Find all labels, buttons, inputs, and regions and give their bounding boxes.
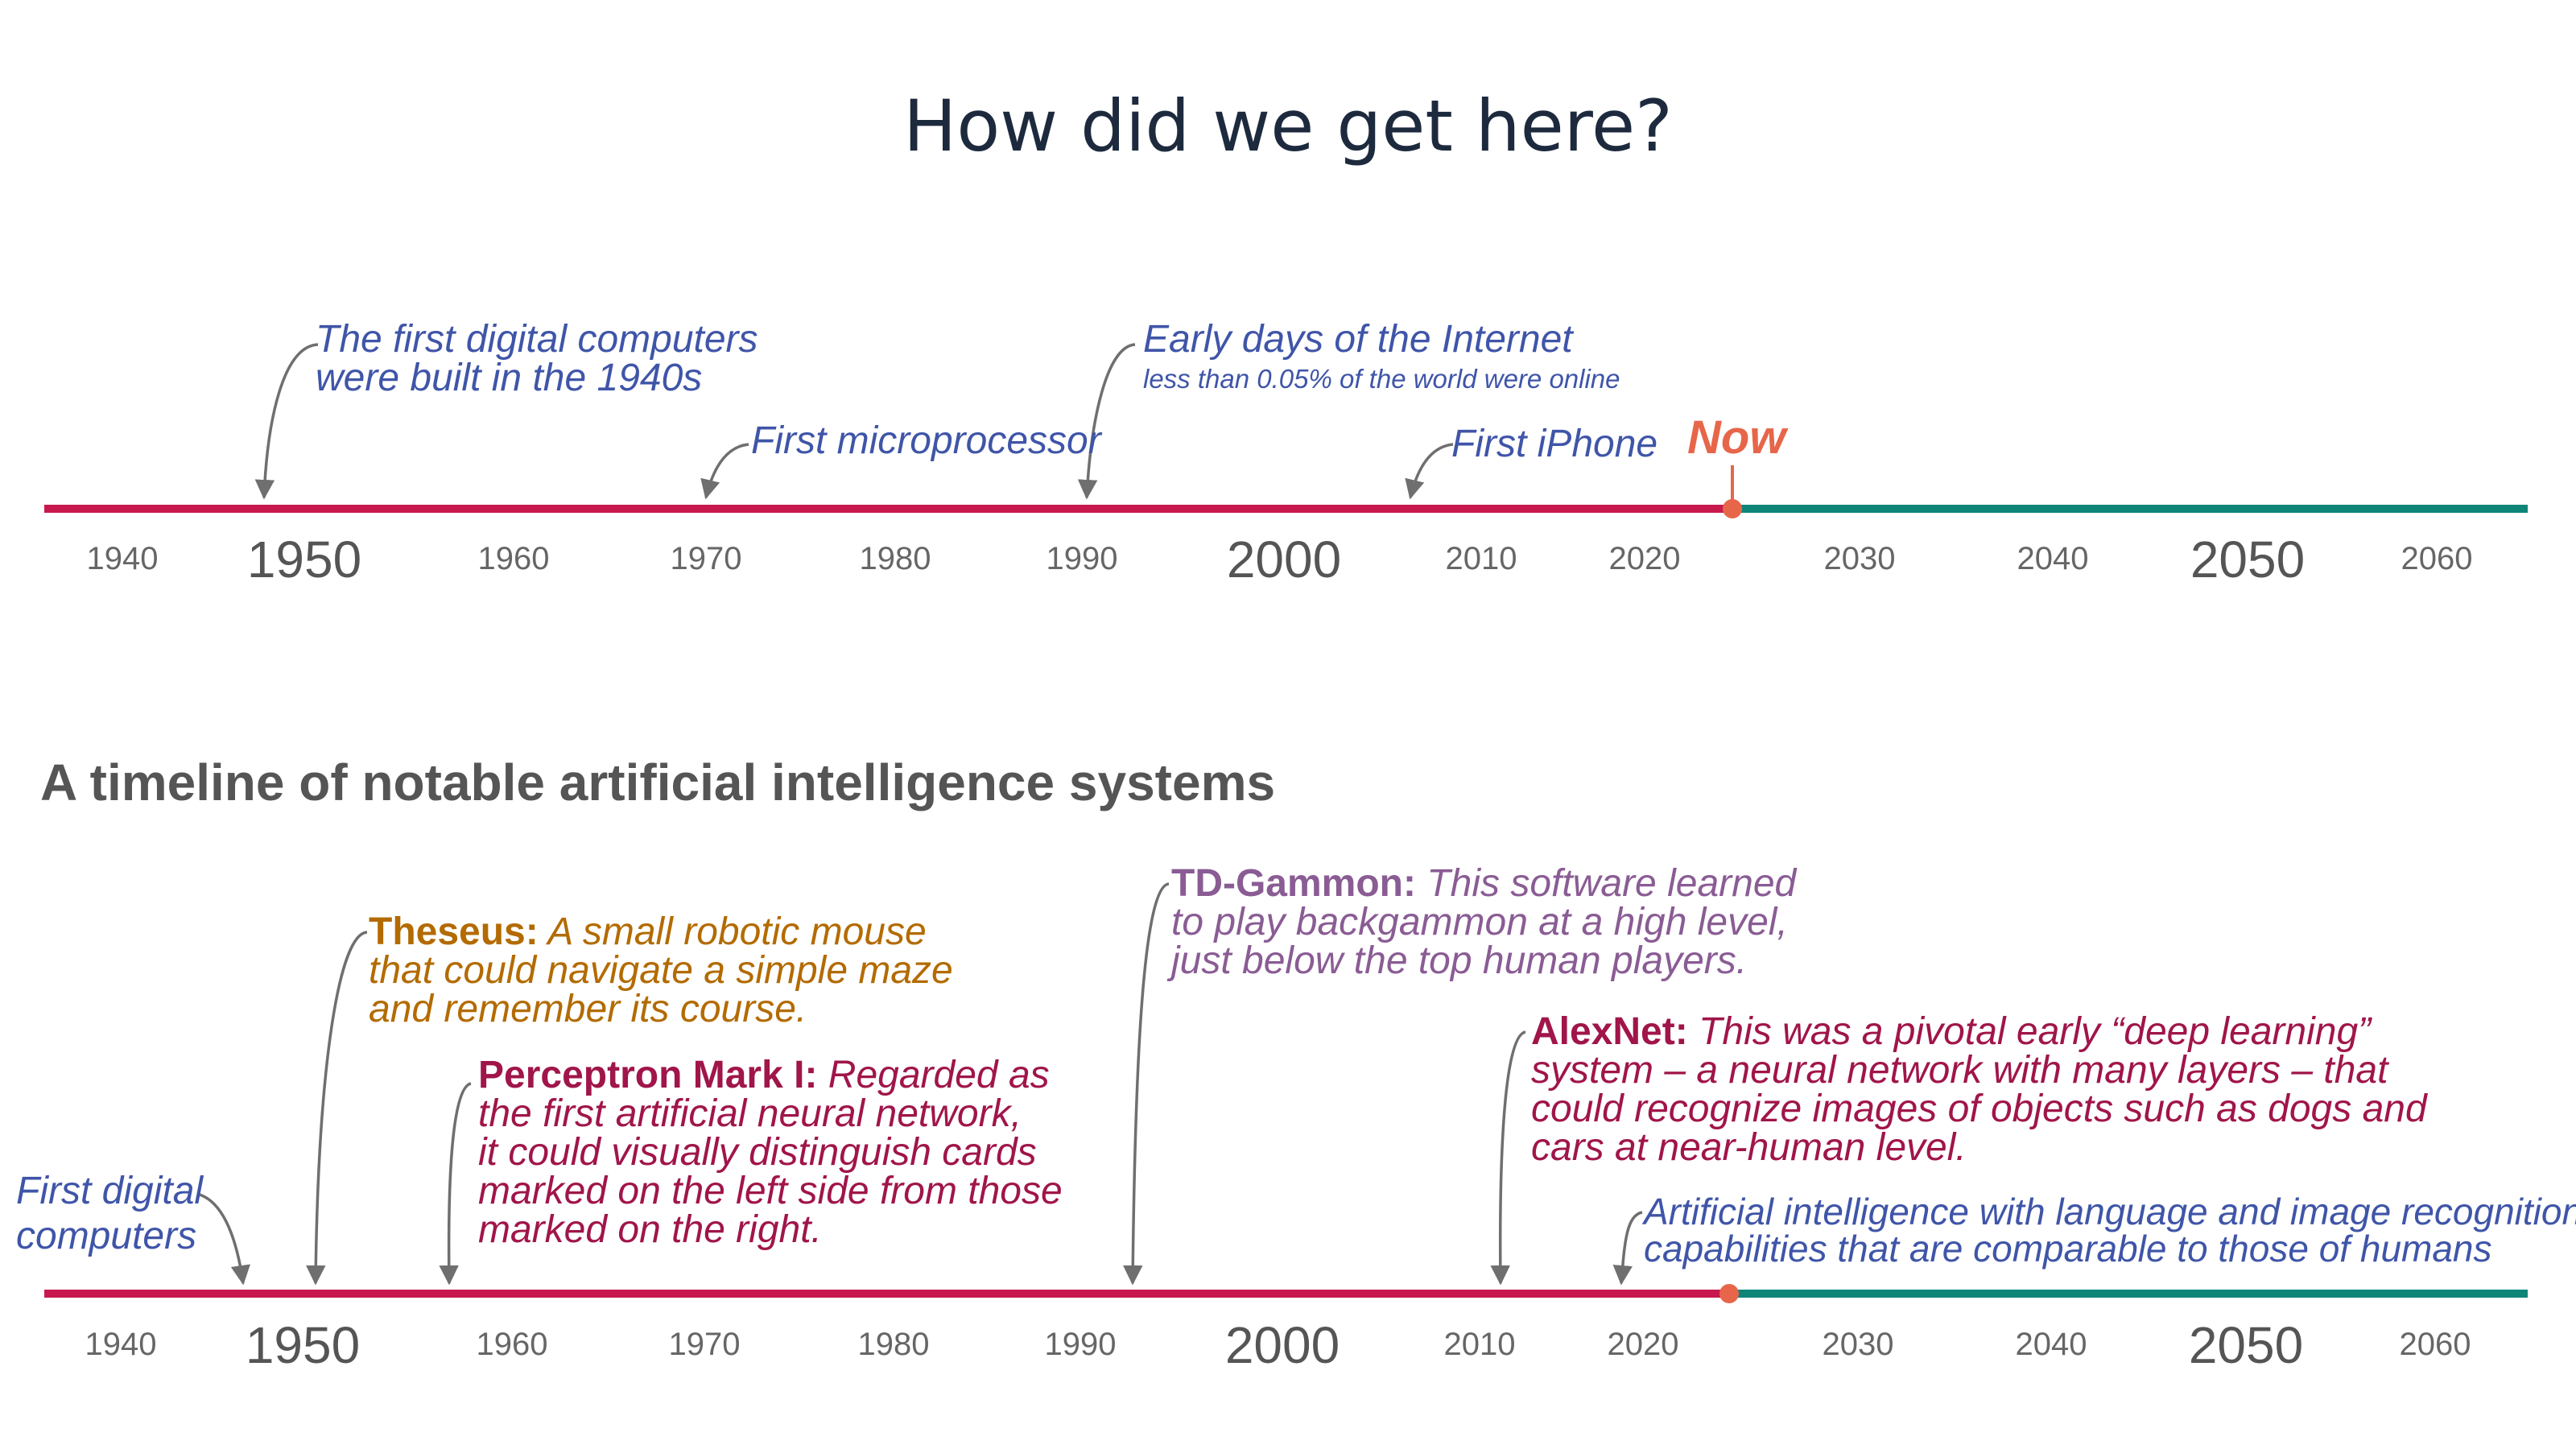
annotation-first-digital-computers-2: First digital computers — [16, 1172, 203, 1256]
tick-label: 2030 — [1822, 1327, 1894, 1362]
arrow-tdgammon — [1122, 882, 1170, 1286]
annotation-line: Artificial intelligence with language an… — [1644, 1191, 2576, 1232]
annotation-line: it could visually distinguish cards — [478, 1131, 1037, 1174]
annotation-line: the first artificial neural network, — [478, 1092, 1022, 1135]
annotation-line: TD-Gammon: This software learned — [1171, 865, 1796, 903]
tick-label: 1940 — [86, 541, 159, 576]
tick-label: 2060 — [2401, 541, 2473, 576]
tick-label: 2020 — [1607, 1327, 1679, 1362]
tick-label: 2010 — [1445, 541, 1517, 576]
annotation-line: could recognize images of objects such a… — [1531, 1088, 2427, 1130]
tick-label-major: 2050 — [2190, 530, 2306, 588]
tick-label: 1980 — [859, 541, 931, 576]
tick-label: 1970 — [668, 1327, 741, 1362]
tick-label: 1990 — [1046, 541, 1118, 576]
annotation-subline: less than 0.05% of the world were online — [1143, 364, 1620, 394]
arrow-first-digital-computers — [199, 1193, 251, 1286]
tick-label: 2040 — [2017, 541, 2089, 576]
tick-label: 1970 — [670, 541, 742, 576]
annotation-line: capabilities that are comparable to thos… — [1644, 1228, 2492, 1269]
annotation-alexnet: AlexNet: This was a pivotal early “deep … — [1531, 1013, 2427, 1167]
annotation-line: Theseus: A small robotic mouse — [369, 913, 953, 952]
tick-label: 2060 — [2399, 1327, 2471, 1362]
annotation-line: marked on the left side from those — [478, 1170, 1063, 1212]
tick-label: 2040 — [2015, 1327, 2087, 1362]
annotation-text: Regarded as — [828, 1054, 1050, 1096]
annotation-line: marked on the right. — [478, 1208, 822, 1251]
annotation-line: computers — [16, 1215, 197, 1257]
annotation-first-digital-computers: The first digital computers were built i… — [316, 320, 758, 398]
perceptron-name: Perceptron Mark I: — [478, 1054, 818, 1096]
tick-label-major: 2000 — [1224, 1316, 1340, 1374]
tick-label-major: 2000 — [1226, 530, 1342, 588]
annotation-line: just below the top human players. — [1171, 939, 1748, 982]
arrow-first-computers — [254, 343, 319, 500]
annotation-text: A small robotic mouse — [547, 910, 927, 953]
annotation-line: AlexNet: This was a pivotal early “deep … — [1531, 1013, 2427, 1051]
timeline1-now-dot — [1723, 499, 1742, 518]
tick-label: 2010 — [1443, 1327, 1516, 1362]
tick-label: 1980 — [857, 1327, 930, 1362]
annotation-first-iphone: First iPhone — [1451, 423, 1658, 465]
tick-label-major: 1950 — [245, 1316, 361, 1374]
tick-label: 1960 — [477, 541, 550, 576]
annotation-text: This was a pivotal early “deep learning” — [1699, 1010, 2372, 1053]
arrow-human-level-ai — [1612, 1211, 1643, 1286]
annotation-line: to play backgammon at a high level, — [1171, 901, 1788, 943]
tick-label: 1990 — [1044, 1327, 1117, 1362]
arrow-alexnet — [1490, 1030, 1526, 1286]
annotation-human-level-ai: Artificial intelligence with language an… — [1644, 1193, 2576, 1267]
annotation-text: This software learned — [1426, 862, 1797, 905]
page-title: How did we get here? — [903, 85, 1673, 167]
annotation-line: The first digital computers — [316, 318, 758, 361]
tick-label: 2020 — [1608, 541, 1681, 576]
annotation-line: cars at near-human level. — [1531, 1126, 1967, 1169]
annotation-theseus: Theseus: A small robotic mouse that coul… — [369, 913, 953, 1029]
annotation-line: Perceptron Mark I: Regarded as — [478, 1056, 1063, 1095]
tick-label: 1940 — [85, 1327, 157, 1362]
annotation-line: that could navigate a simple maze — [369, 949, 953, 992]
annotation-perceptron: Perceptron Mark I: Regarded as the first… — [478, 1056, 1063, 1249]
annotation-line: system – a neural network with many laye… — [1531, 1049, 2388, 1092]
arrow-microprocessor — [700, 443, 749, 500]
annotation-line: First digital — [16, 1170, 204, 1212]
tick-label: 2030 — [1823, 541, 1896, 576]
arrow-theseus — [306, 931, 368, 1286]
annotation-line: and remember its course. — [369, 988, 807, 1030]
alexnet-name: AlexNet: — [1531, 1010, 1688, 1053]
annotation-line: Early days of the Internet — [1143, 318, 1573, 361]
section-title: A timeline of notable artificial intelli… — [40, 753, 1276, 811]
annotation-line: were built in the 1940s — [316, 357, 703, 399]
arrow-iphone — [1405, 443, 1454, 500]
tick-label-major: 2050 — [2188, 1316, 2304, 1374]
timeline2-now-dot — [1719, 1284, 1739, 1303]
now-label: Now — [1687, 411, 1786, 464]
tdgammon-name: TD-Gammon: — [1171, 862, 1416, 905]
annotation-early-internet: Early days of the Internet less than 0.0… — [1143, 318, 1620, 394]
annotation-first-microprocessor: First microprocessor — [751, 419, 1101, 462]
theseus-name: Theseus: — [369, 910, 539, 953]
annotation-td-gammon: TD-Gammon: This software learned to play… — [1171, 865, 1796, 980]
tick-label-major: 1950 — [246, 530, 362, 588]
tick-label: 1960 — [476, 1327, 548, 1362]
arrow-perceptron — [439, 1082, 472, 1286]
arrow-internet — [1077, 343, 1136, 500]
